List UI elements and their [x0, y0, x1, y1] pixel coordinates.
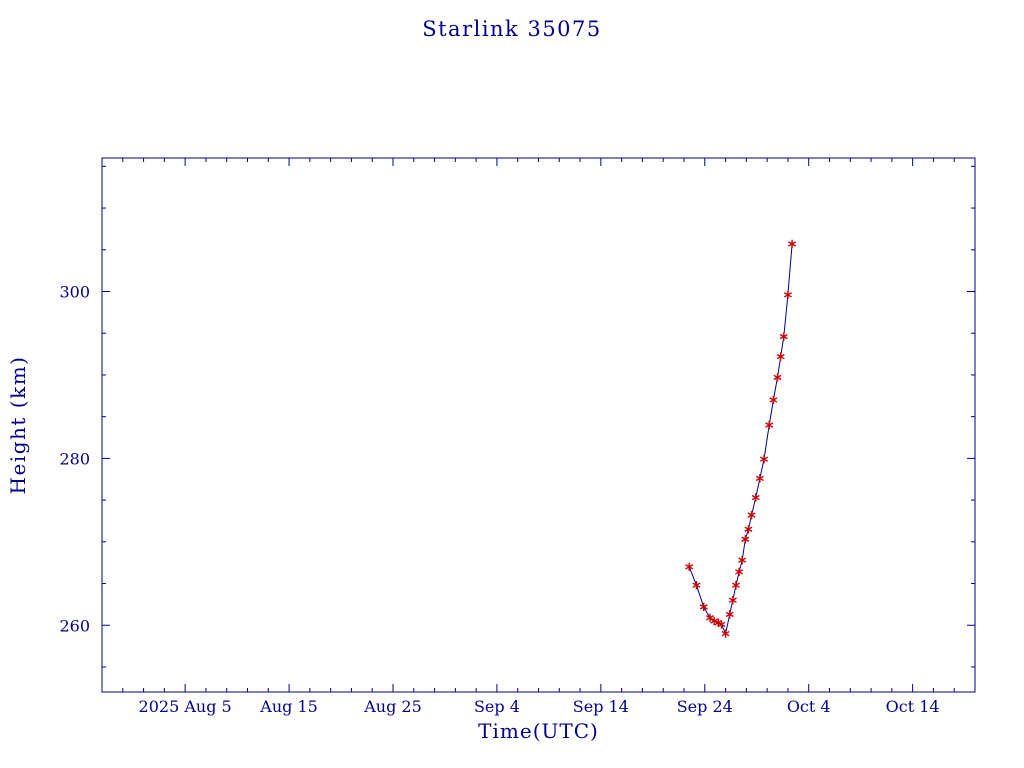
data-point-marker [731, 581, 740, 590]
data-point-marker [773, 373, 782, 382]
data-point-marker [725, 610, 734, 619]
x-tick-label: 2025 Aug 5 [139, 697, 232, 716]
x-tick-label: Sep 24 [677, 697, 733, 716]
data-point-marker [755, 474, 764, 483]
x-tick-label: Oct 14 [886, 697, 940, 716]
y-tick-label: 280 [59, 449, 90, 468]
data-point-marker [692, 581, 701, 590]
data-point-marker [738, 555, 747, 565]
data-point-marker [721, 629, 730, 638]
data-point-marker [741, 535, 750, 544]
x-tick-label: Aug 25 [363, 697, 422, 716]
x-axis-label: Time(UTC) [478, 719, 599, 743]
x-tick-label: Sep 4 [474, 697, 520, 716]
data-point-marker [776, 352, 785, 361]
x-tick-label: Oct 4 [787, 697, 831, 716]
data-point-marker [765, 420, 774, 430]
data-point-marker [783, 290, 792, 300]
x-tick-label: Aug 15 [259, 697, 318, 716]
data-point-marker [717, 620, 726, 629]
data-point-marker [769, 395, 778, 405]
data-point-marker [760, 455, 769, 464]
y-tick-label: 300 [59, 283, 90, 302]
x-tick-label: Sep 14 [573, 697, 629, 716]
y-tick-label: 260 [59, 616, 90, 635]
data-point-marker [744, 525, 753, 534]
data-point-marker [685, 562, 694, 572]
data-point-marker [699, 602, 708, 612]
data-point-marker [735, 567, 744, 577]
data-point-marker [751, 493, 760, 502]
chart-title: Starlink 35075 [422, 17, 602, 41]
data-point-marker [788, 239, 797, 249]
data-point-marker [705, 613, 714, 622]
plot-frame [101, 157, 976, 693]
height-line [688, 243, 793, 636]
data-point-marker [747, 510, 756, 520]
data-point-marker [779, 332, 788, 341]
data-point-marker [728, 596, 737, 605]
